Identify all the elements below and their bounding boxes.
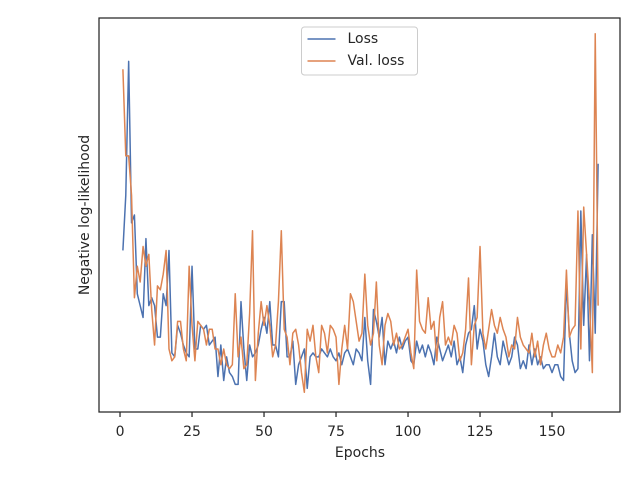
legend-label: Val. loss [348,53,405,69]
x-tick-label: 100 [395,424,422,440]
series-line [122,33,599,394]
x-tick-label: 150 [539,424,566,440]
x-tick-label: 75 [327,424,345,440]
x-axis-label: Epochs [335,445,385,461]
x-tick-label: 125 [467,424,494,440]
y-axis-label: Negative log-likelihood [77,135,93,295]
x-tick-label: 0 [116,424,125,440]
x-tick-label: 50 [255,424,273,440]
legend-label: Loss [348,31,379,47]
x-tick-label: 25 [183,424,201,440]
